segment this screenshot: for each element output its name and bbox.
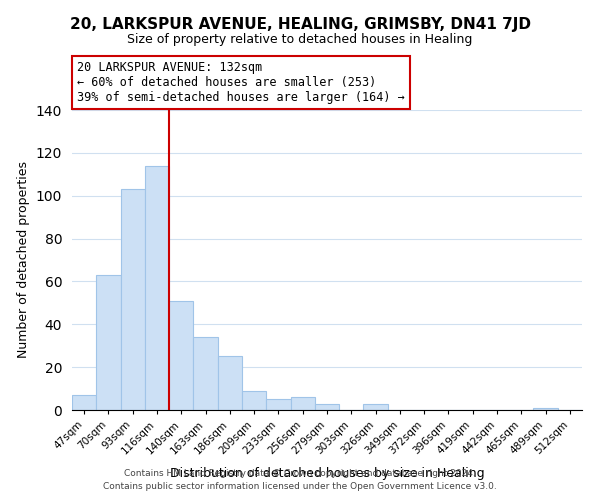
Text: Contains HM Land Registry data © Crown copyright and database right 2024.: Contains HM Land Registry data © Crown c… xyxy=(124,468,476,477)
Text: Contains public sector information licensed under the Open Government Licence v3: Contains public sector information licen… xyxy=(103,482,497,491)
Text: 20, LARKSPUR AVENUE, HEALING, GRIMSBY, DN41 7JD: 20, LARKSPUR AVENUE, HEALING, GRIMSBY, D… xyxy=(70,18,530,32)
Bar xyxy=(145,166,169,410)
Y-axis label: Number of detached properties: Number of detached properties xyxy=(17,162,31,358)
Bar xyxy=(169,300,193,410)
X-axis label: Distribution of detached houses by size in Healing: Distribution of detached houses by size … xyxy=(170,467,484,480)
Bar xyxy=(242,390,266,410)
Bar xyxy=(533,408,558,410)
Text: 20 LARKSPUR AVENUE: 132sqm
← 60% of detached houses are smaller (253)
39% of sem: 20 LARKSPUR AVENUE: 132sqm ← 60% of deta… xyxy=(77,61,405,104)
Text: Size of property relative to detached houses in Healing: Size of property relative to detached ho… xyxy=(127,32,473,46)
Bar xyxy=(72,395,96,410)
Bar xyxy=(96,275,121,410)
Bar xyxy=(315,404,339,410)
Bar xyxy=(266,400,290,410)
Bar xyxy=(193,337,218,410)
Bar xyxy=(121,190,145,410)
Bar xyxy=(364,404,388,410)
Bar xyxy=(218,356,242,410)
Bar xyxy=(290,397,315,410)
